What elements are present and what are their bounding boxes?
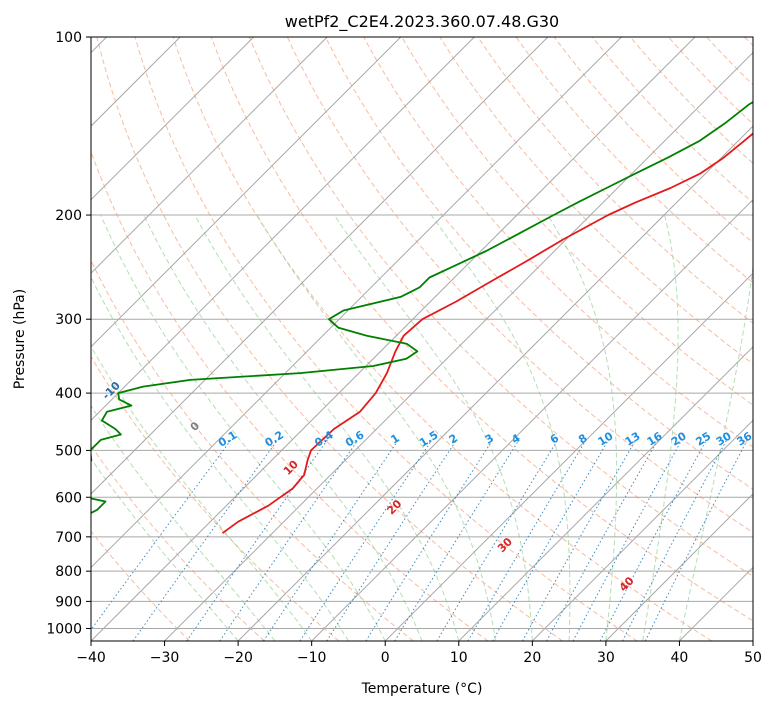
dry-adiabat: [324, 37, 753, 490]
x-tick-label: 30: [597, 650, 615, 666]
isotherm: [91, 37, 622, 569]
mixing-ratio-line: [436, 439, 559, 641]
data-series: [91, 101, 753, 534]
y-tick-label: 600: [55, 490, 82, 506]
mixing-ratio-line: [522, 439, 637, 641]
dry-adiabat: [401, 37, 753, 406]
dry-adiabat: [363, 37, 753, 448]
mixing-ratio-label: 36: [735, 429, 755, 448]
x-tick-label: −20: [223, 650, 253, 666]
y-tick-label: 400: [55, 386, 82, 402]
mixing-ratio-line: [644, 439, 748, 641]
x-tick-label: 40: [671, 650, 689, 666]
isotherm: [384, 272, 753, 641]
isotherm: [237, 125, 753, 641]
mixing-ratio-line: [91, 439, 232, 631]
y-tick-label: 100: [55, 30, 82, 46]
dry-adiabat: [134, 37, 638, 641]
y-tick-label: 500: [55, 443, 82, 459]
x-axis: −40 −30 −20 −10 0 10 20 30 40 50: [76, 641, 762, 666]
isotherm: [91, 37, 549, 495]
moist-adiabat: [256, 214, 497, 641]
mixing-ratio-line: [546, 439, 659, 641]
isotherm: [91, 37, 696, 641]
mixing-ratio-line: [326, 439, 458, 641]
x-tick-label: 0: [381, 650, 390, 666]
y-tick-label: 900: [55, 594, 82, 610]
dry-adiabat: [248, 37, 753, 577]
x-tick-label: −10: [297, 650, 327, 666]
y-tick-label: 800: [55, 564, 82, 580]
x-tick-label: −40: [76, 650, 106, 666]
mixing-ratio-line: [263, 439, 399, 641]
dry-adiabat: [91, 444, 265, 641]
temperature-profile: [221, 132, 753, 534]
moist-adiabat: [194, 214, 460, 641]
chart-title: wetPf2_C2E4.2023.360.07.48.G30: [285, 12, 559, 32]
isotherm: [164, 51, 753, 641]
plot-frame: [90, 36, 754, 642]
y-tick-label: 300: [55, 312, 82, 328]
dry-adiabat: [91, 530, 191, 641]
y-tick-label: 1000: [46, 621, 82, 637]
dewpoint-profile: [91, 101, 753, 515]
isotherm: [91, 37, 402, 348]
isotherm: [91, 37, 328, 274]
mixing-ratio-line: [299, 439, 433, 641]
y-axis-label: Pressure (hPa): [12, 289, 28, 389]
isotherm: [311, 198, 753, 641]
x-tick-label: 50: [744, 650, 762, 666]
dry-adiabat: [172, 37, 713, 641]
isotherm: [91, 37, 255, 201]
isotherm: [531, 419, 753, 641]
moist-adiabat: [143, 214, 423, 641]
x-tick-label: 20: [523, 650, 541, 666]
x-tick-label: 10: [450, 650, 468, 666]
mixing-ratio-line: [394, 439, 520, 641]
mixing-ratio-line: [365, 439, 494, 641]
dry-adiabat: [515, 37, 753, 284]
mixing-ratio-line: [492, 439, 610, 641]
isotherm: [91, 37, 475, 422]
dry-adiabat: [286, 37, 753, 534]
mixing-ratio-line: [219, 439, 359, 641]
y-axis: 100 200 300 400 500 600 700 800 900 1000: [46, 30, 91, 637]
mixing-ratio-line: [467, 439, 587, 641]
moist-adiabat: [547, 214, 618, 641]
isotherm: [605, 493, 753, 641]
x-axis-label: Temperature (°C): [361, 681, 483, 697]
dry-adiabat: [91, 259, 414, 641]
moist-adiabat: [91, 457, 239, 641]
moist-adiabat: [642, 214, 679, 641]
moist-adiabat: [678, 263, 753, 641]
dry-adiabat: [477, 37, 753, 324]
isotherm: [458, 346, 753, 641]
background-lines: [91, 37, 753, 641]
moist-adiabat: [100, 214, 386, 641]
y-tick-label: 200: [55, 208, 82, 224]
moist-adiabat: [91, 345, 313, 641]
x-tick-label: −30: [150, 650, 180, 666]
y-tick-label: 700: [55, 530, 82, 546]
